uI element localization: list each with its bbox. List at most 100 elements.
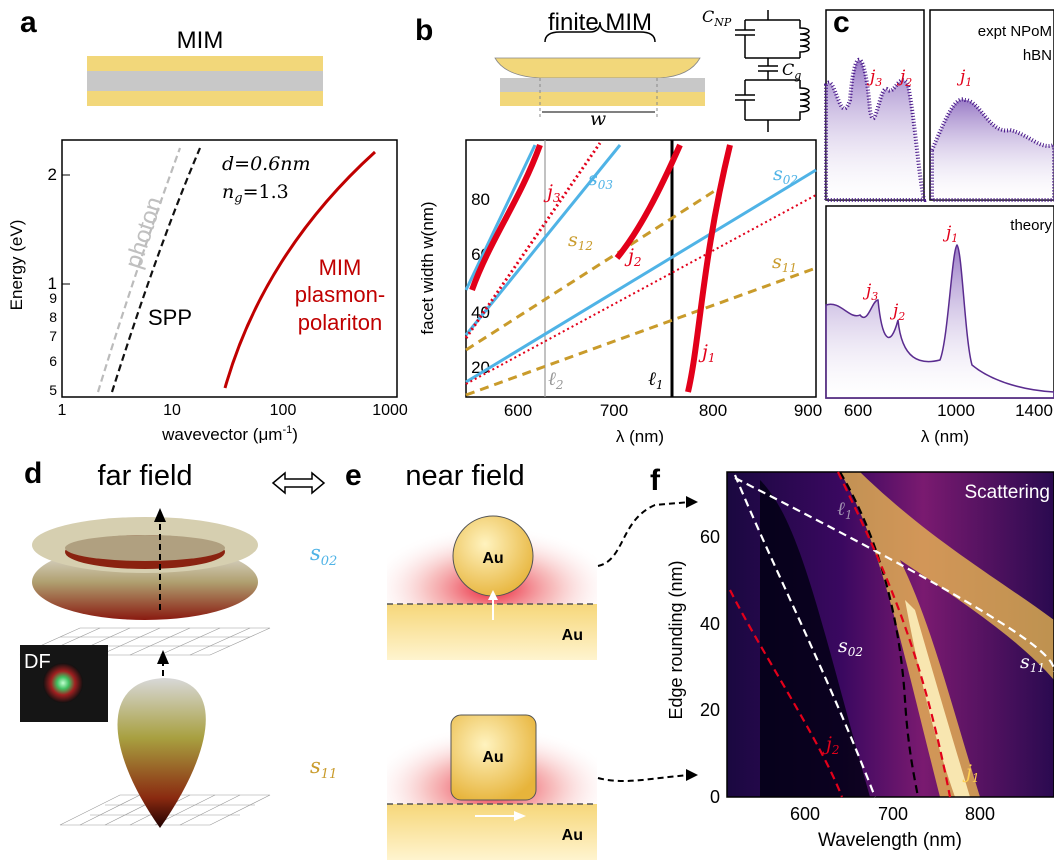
svg-text:0: 0 <box>710 787 720 807</box>
panel-f-xticks: 600 700 800 <box>790 804 995 824</box>
panel-letter-b: b <box>415 14 433 47</box>
svg-text:j2: j2 <box>624 245 642 269</box>
svg-text:s02: s02 <box>773 163 798 187</box>
panel-f-ylabel: Edge rounding (nm) <box>666 560 686 719</box>
panel-a-yticks: 5 6 7 8 9 1 2 <box>48 165 58 398</box>
svg-text:s11: s11 <box>1020 651 1045 675</box>
theory-spectrum <box>825 243 1054 399</box>
svg-text:j2: j2 <box>889 301 905 323</box>
panel-e-title: near field <box>405 460 524 492</box>
svg-text:ℓ2: ℓ2 <box>548 368 564 392</box>
panel-a-xticks: 1 10 100 1000 <box>58 402 408 419</box>
panel-letter-f: f <box>650 464 661 497</box>
donut-pattern <box>32 517 258 620</box>
double-arrow-icon <box>271 471 326 495</box>
svg-text:1000: 1000 <box>937 401 975 420</box>
param-d: d=0.6nm <box>222 153 311 175</box>
panel-f-xlabel: Wavelength (nm) <box>818 830 962 851</box>
svg-text:900: 900 <box>794 401 822 420</box>
panel-a-title: MIM <box>177 27 224 54</box>
near-field-top <box>387 500 597 660</box>
svg-text:polariton: polariton <box>298 310 382 335</box>
au-particle-label: Au <box>482 550 503 567</box>
link-arrow-top <box>597 501 691 567</box>
svg-text:MIM: MIM <box>319 255 362 280</box>
w-label: w <box>590 108 606 130</box>
svg-text:1400: 1400 <box>1015 401 1053 420</box>
panel-b-lines <box>464 140 817 397</box>
panel-b-yticks: 20 40 60 80 <box>471 190 490 377</box>
svg-text:s11: s11 <box>772 251 797 275</box>
panel-letter-d: d <box>24 457 42 490</box>
param-ng: ng=1.3 <box>222 181 289 206</box>
svg-text:800: 800 <box>699 401 727 420</box>
svg-text:20: 20 <box>471 358 490 377</box>
panel-c-xlabel: λ (nm) <box>921 427 969 446</box>
svg-text:s12: s12 <box>568 229 593 253</box>
svg-text:700: 700 <box>600 401 628 420</box>
svg-text:ℓ1: ℓ1 <box>837 498 853 522</box>
svg-text:100: 100 <box>270 402 297 419</box>
panel-c-theory-title: theory <box>1010 217 1052 234</box>
au-substrate-label: Au <box>562 627 583 644</box>
panel-b-ylabel: facet width w(nm) <box>418 201 437 334</box>
near-field-bottom <box>387 700 597 860</box>
svg-text:9: 9 <box>49 290 57 306</box>
expt-spectrum-1 <box>824 58 927 202</box>
panel-a-xlabel: wavevector (μm-1) <box>161 424 298 444</box>
svg-text:j2: j2 <box>896 67 912 89</box>
au-cube-label: Au <box>482 749 503 766</box>
finite-mim-stack <box>494 57 705 118</box>
svg-text:plasmon-: plasmon- <box>295 282 385 307</box>
spp-label: SPP <box>148 305 192 330</box>
expt-spectrum-2 <box>930 97 1054 202</box>
arrow-right-icon <box>686 496 698 508</box>
df-image <box>20 645 108 722</box>
panel-b-axes <box>465 139 817 398</box>
svg-text:s02: s02 <box>838 635 863 659</box>
au-substrate-label-2: Au <box>562 827 583 844</box>
svg-text:700: 700 <box>878 804 908 824</box>
panel-f-title: Scattering <box>964 482 1050 503</box>
heatmap <box>727 472 1054 797</box>
panel-a-axes <box>61 139 398 398</box>
panel-c-expt-sub: hBN <box>1023 47 1052 64</box>
svg-text:j3: j3 <box>862 281 878 303</box>
mim-curve <box>223 150 377 389</box>
panel-letter-c: c <box>833 6 850 39</box>
svg-text:j1: j1 <box>942 223 958 245</box>
svg-text:40: 40 <box>700 614 720 634</box>
panel-letter-a: a <box>20 6 37 39</box>
panel-letter-e: e <box>345 459 362 492</box>
svg-text:5: 5 <box>49 382 57 398</box>
svg-text:j2: j2 <box>822 733 840 757</box>
svg-text:j3: j3 <box>866 67 882 89</box>
panel-f-axes <box>726 471 1054 798</box>
svg-text:j1: j1 <box>956 67 972 89</box>
svg-text:8: 8 <box>49 309 57 325</box>
link-arrow-bottom <box>597 774 691 783</box>
svg-text:j3: j3 <box>543 181 561 205</box>
svg-text:1: 1 <box>48 274 57 293</box>
svg-text:1: 1 <box>58 402 67 419</box>
svg-text:10: 10 <box>163 402 181 419</box>
svg-text:80: 80 <box>471 190 490 209</box>
svg-text:s03: s03 <box>588 168 613 192</box>
panel-c-expt-labels: j3 j2 j1 <box>866 67 972 89</box>
svg-text:600: 600 <box>504 401 532 420</box>
mim-stack <box>87 56 323 106</box>
svg-text:600: 600 <box>844 401 872 420</box>
c-g-label: Cg <box>782 60 801 82</box>
panel-f-yticks: 0 20 40 60 <box>700 527 720 807</box>
photon-line <box>96 147 182 393</box>
svg-text:6: 6 <box>49 353 57 369</box>
panel-d-title: far field <box>97 460 192 492</box>
svg-text:j1: j1 <box>698 341 716 365</box>
mim-label: MIM plasmon- polariton <box>295 255 385 335</box>
panel-c-theory-labels: j3 j2 j1 <box>862 223 958 323</box>
svg-text:7: 7 <box>49 328 57 344</box>
panel-c-expt-title: expt NPoM <box>978 23 1052 40</box>
svg-text:20: 20 <box>700 700 720 720</box>
spp-line <box>110 147 202 393</box>
